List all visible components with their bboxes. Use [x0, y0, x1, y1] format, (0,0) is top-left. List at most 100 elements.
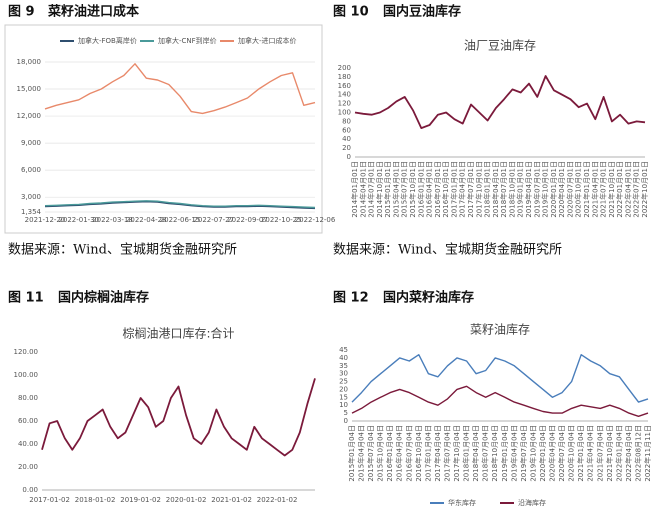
y-tick-label: 100 [338, 109, 351, 117]
x-tick-label: 2015年04月04日 [357, 425, 366, 482]
x-tick-label: 2021年07月04日 [595, 425, 604, 482]
x-tick-label: 2020年01月01日 [549, 161, 558, 218]
x-tick-label: 2019年10月04日 [528, 425, 537, 482]
chart-title: 油厂豆油库存 [464, 38, 536, 53]
x-tick-label: 2017年04月04日 [433, 425, 442, 482]
x-tick-label: 2014年01月01日 [350, 161, 359, 218]
y-tick-label: 40 [339, 354, 348, 362]
legend-label: 加拿大-进口成本价 [238, 36, 297, 45]
x-tick-label: 2019-01-02 [120, 496, 161, 504]
series-line [351, 354, 649, 403]
y-tick-label: 20.00 [18, 463, 38, 471]
x-tick-label: 2022年04月04日 [624, 425, 633, 482]
y-tick-label: 20 [342, 144, 351, 152]
y-tick-label: 45 [339, 346, 348, 354]
x-tick-label: 2019年01月01日 [516, 161, 525, 218]
x-tick-label: 2022-10-25 [261, 216, 302, 224]
figure-caption: 国内棕榈油库存 [58, 290, 149, 306]
x-tick-label: 2022年01月04日 [614, 425, 623, 482]
y-tick-label: 12,000 [17, 112, 42, 120]
x-tick-label: 2021年04月01日 [590, 161, 599, 218]
x-tick-label: 2018年10月01日 [507, 161, 516, 218]
y-tick-label: 60.00 [18, 417, 38, 425]
x-tick-label: 2022年08月12日 [633, 425, 642, 482]
y-tick-label: 9,000 [21, 139, 41, 147]
x-tick-label: 2015年04月01日 [391, 161, 400, 218]
x-tick-label: 2020年07月01日 [565, 161, 574, 218]
y-tick-label: 15 [339, 393, 348, 401]
y-tick-label: 200 [338, 64, 351, 72]
y-tick-label: 5 [344, 409, 348, 417]
y-tick-label: 0 [344, 417, 348, 425]
x-tick-label: 2015年07月01日 [400, 161, 409, 218]
x-tick-label: 2019年10月01日 [541, 161, 550, 218]
x-tick-label: 2017年01月01日 [449, 161, 458, 218]
x-tick-label: 2021-12-20 [25, 216, 66, 224]
y-tick-label: 25 [339, 378, 348, 386]
series-line [44, 201, 316, 210]
x-tick-label: 2022-09-07 [227, 216, 268, 224]
x-tick-label: 2015年10月01日 [408, 161, 417, 218]
x-tick-label: 2016年04月04日 [395, 425, 404, 482]
y-tick-label: 120.00 [14, 348, 39, 356]
y-tick-label: 180 [338, 73, 351, 81]
y-tick-label: 6,000 [21, 166, 41, 174]
x-tick-label: 2021年01月01日 [582, 161, 591, 218]
x-tick-label: 2021年10月04日 [605, 425, 614, 482]
x-tick-label: 2015年01月04日 [347, 425, 356, 482]
x-tick-label: 2016年01月04日 [385, 425, 394, 482]
x-tick-label: 2021年07月01日 [599, 161, 608, 218]
y-tick-label: 30 [339, 370, 348, 378]
y-tick-label: 1,354 [21, 208, 42, 216]
series-line [44, 200, 316, 209]
x-tick-label: 2014年07月01日 [367, 161, 376, 218]
series-line [41, 378, 316, 457]
figure-caption: 国内菜籽油库存 [383, 290, 474, 306]
x-tick-label: 2019年04月04日 [509, 425, 518, 482]
x-tick-label: 2018年10月04日 [490, 425, 499, 482]
x-tick-label: 2020年04月04日 [548, 425, 557, 482]
y-tick-label: 40.00 [18, 440, 38, 448]
y-tick-label: 20 [339, 385, 348, 393]
x-tick-label: 2019年01月04日 [500, 425, 509, 482]
y-tick-label: 40 [342, 135, 351, 143]
x-tick-label: 2018年04月04日 [471, 425, 480, 482]
y-tick-label: 10 [339, 401, 348, 409]
x-tick-label: 2017年07月01日 [466, 161, 475, 218]
y-tick-label: 120 [338, 100, 351, 108]
chart-frame [4, 24, 323, 234]
figure-number: 图 10 [333, 5, 369, 20]
x-tick-label: 2016年10月01日 [441, 161, 450, 218]
x-tick-label: 2022-12-06 [295, 216, 336, 224]
x-tick-label: 2018年07月01日 [499, 161, 508, 218]
x-tick-label: 2022年01月01日 [615, 161, 624, 218]
x-tick-label: 2015年10月04日 [376, 425, 385, 482]
x-tick-label: 2022年11月11日 [643, 425, 652, 482]
figure-number: 图 12 [333, 291, 369, 306]
y-tick-label: 140 [338, 91, 351, 99]
x-tick-label: 2019年07月04日 [519, 425, 528, 482]
legend-label: 加拿大-CNF到岸价 [158, 36, 217, 45]
x-tick-label: 2022-01-02 [257, 496, 298, 504]
chart-title: 棕榈油港口库存:合计 [122, 326, 234, 341]
series-line [354, 75, 646, 129]
y-tick-label: 160 [338, 82, 351, 90]
x-tick-label: 2022-06-15 [160, 216, 201, 224]
x-tick-label: 2017年10月04日 [452, 425, 461, 482]
x-tick-label: 2016年07月04日 [404, 425, 413, 482]
y-tick-label: 18,000 [17, 58, 42, 66]
x-tick-label: 2020年01月04日 [538, 425, 547, 482]
x-tick-label: 2016年10月04日 [414, 425, 423, 482]
x-tick-label: 2020年04月01日 [557, 161, 566, 218]
figure-number: 图 9 [8, 5, 35, 20]
x-tick-label: 2022-07-27 [193, 216, 234, 224]
x-tick-label: 2015年07月04日 [366, 425, 375, 482]
y-tick-label: 15,000 [17, 85, 42, 93]
x-tick-label: 2022-04-28 [126, 216, 167, 224]
x-tick-label: 2022年07月01日 [632, 161, 641, 218]
series-line [44, 63, 316, 115]
y-tick-label: 3,000 [21, 193, 41, 201]
x-tick-label: 2016年04月01日 [425, 161, 434, 218]
y-tick-label: 0.00 [22, 486, 38, 494]
x-tick-label: 2020年10月01日 [574, 161, 583, 218]
